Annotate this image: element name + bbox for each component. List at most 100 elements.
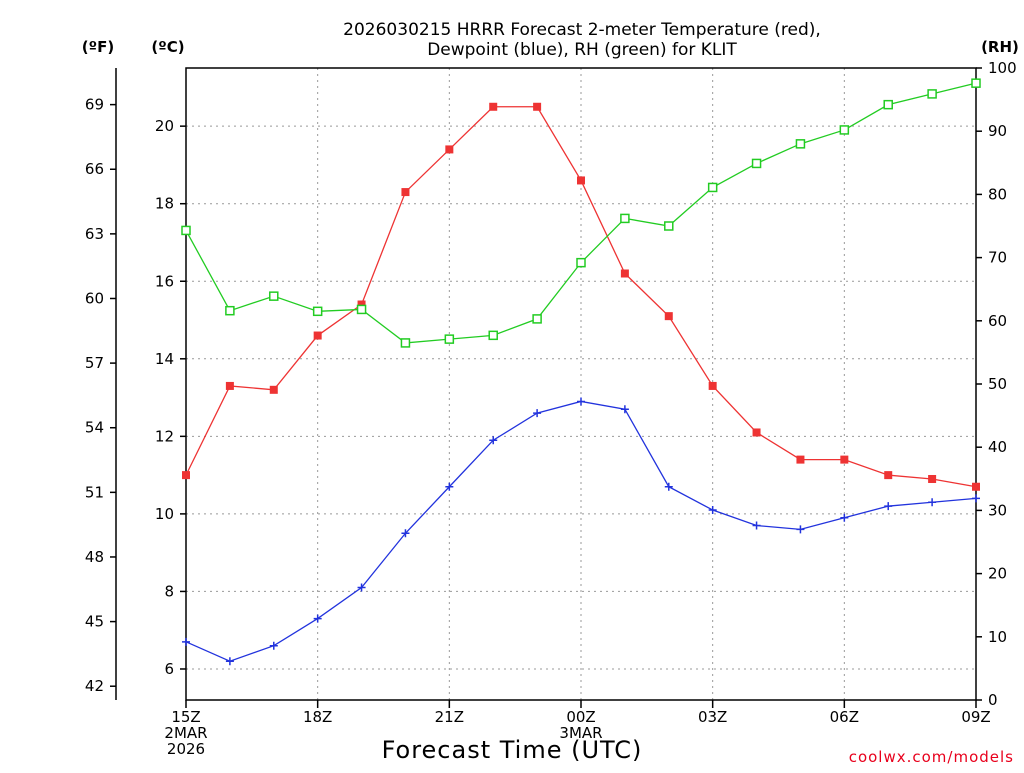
celsius-unit-label: (ºC) [151,38,184,56]
temperature-point [533,102,542,111]
fahrenheit-tick-label: 63 [85,225,104,243]
x-tick-label-line: 15Z [171,708,200,726]
rh-point [620,213,630,224]
fahrenheit-tick-label: 66 [85,160,104,178]
rh-point [927,89,937,99]
rh-point [269,291,279,301]
temperature-point [225,381,234,390]
dewpoint-point [972,494,980,503]
dewpoint-point [401,529,410,538]
rh-tick-label: 20 [988,565,1007,583]
temperature-point [620,269,629,278]
dewpoint-point [269,641,278,650]
rh-point [795,139,806,149]
x-tick-label-line: 2026 [167,740,205,758]
temperature-point [357,300,366,309]
rh-point [532,314,542,324]
rh-tick-label: 90 [988,122,1007,140]
dewpoint-point [708,506,717,515]
celsius-tick-label: 8 [164,582,174,600]
rh-point [883,99,893,110]
temperature-point [928,474,937,483]
data-series [181,78,981,666]
temperature-point [445,145,454,154]
temperature-point [752,428,761,437]
x-tick-label-line: 2MAR [164,724,207,742]
x-tick-label-line: 00Z [566,708,595,726]
x-tick-label: 21Z [435,708,464,726]
dewpoint-point [664,482,673,491]
celsius-tick-label: 14 [155,350,174,368]
temperature-point [664,312,673,321]
rh-point [488,330,498,341]
temperature-point [182,471,190,480]
plot-frame [185,67,977,701]
rh-tick-label: 50 [988,375,1007,393]
celsius-tick-label: 18 [155,195,174,213]
celsius-tick-label: 6 [164,660,174,678]
dewpoint-point [840,513,849,522]
rh-tick-label: 40 [988,438,1007,456]
rh-tick-label: 70 [988,249,1007,267]
celsius-tick-label: 10 [155,505,174,523]
dewpoint-point [796,525,805,534]
rh-point [181,225,191,236]
rh-point [400,338,411,348]
x-tick-label: 15Z 2MAR 2026 [164,708,207,758]
rh-point [971,78,981,88]
dewpoint-point [357,583,366,592]
source-credit: coolwx.com/models [849,748,1014,766]
dewpoint-point [577,397,585,406]
fahrenheit-tick-label: 42 [85,677,104,695]
x-tick-label: 09Z [961,708,990,726]
fahrenheit-tick-label: 60 [85,289,104,307]
fahrenheit-tick-label: 69 [85,96,104,114]
x-tick-label-line: 06Z [830,708,859,726]
temperature-point [313,331,322,340]
dewpoint-point [533,409,542,418]
dewpoint-point [489,436,498,445]
rh-tick-label: 0 [988,691,998,709]
dewpoint-point [182,637,190,646]
dewpoint-point [445,482,454,491]
x-tick-label-line: 03Z [698,708,727,726]
x-axis-title: Forecast Time (UTC) [382,736,643,764]
celsius-tick-label: 16 [155,272,174,290]
temperature-point [577,176,585,185]
rh-tick-label: 100 [988,59,1017,77]
rh-point [664,221,674,231]
rh-point [751,158,762,169]
fahrenheit-tick-label: 57 [85,354,104,372]
dewpoint-point [928,498,937,507]
x-tick-label: 03Z [698,708,727,726]
celsius-tick-label: 12 [155,427,174,445]
fahrenheit-unit-label: (ºF) [82,38,114,56]
rh-point [839,125,850,135]
x-tick-label: 06Z [830,708,859,726]
rh-point [312,306,323,317]
rh-tick-label: 30 [988,501,1007,519]
dewpoint-point [752,521,761,530]
rh-point [444,334,455,344]
x-tick-label-line: 21Z [435,708,464,726]
temperature-point [796,455,805,464]
fahrenheit-tick-label: 51 [85,483,104,501]
rh-point [356,304,367,315]
temperature-point [708,381,717,390]
dewpoint-point [313,614,322,623]
x-tick-label: 00Z 3MAR [559,708,602,742]
temperature-point [884,471,893,480]
temperature-point [401,188,410,197]
rh-unit-label: (RH) [981,38,1019,56]
x-tick-label: 18Z [303,708,332,726]
dewpoint-point [884,502,893,511]
fahrenheit-tick-label: 48 [85,548,104,566]
temperature-point [489,102,498,111]
rh-point [225,305,235,316]
dewpoint-point [620,405,629,414]
fahrenheit-tick-label: 54 [85,419,104,437]
rh-tick-label: 60 [988,312,1007,330]
x-tick-label-line: 09Z [961,708,990,726]
